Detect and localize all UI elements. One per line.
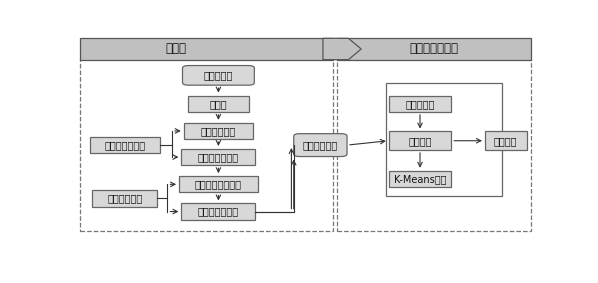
Bar xyxy=(179,176,258,192)
Text: 确定主成分个数: 确定主成分个数 xyxy=(198,152,239,162)
Text: 确定主成分基数: 确定主成分基数 xyxy=(198,207,239,216)
Bar xyxy=(80,38,333,60)
Bar xyxy=(184,123,253,139)
Text: 特征提取: 特征提取 xyxy=(408,136,432,146)
Bar xyxy=(80,59,333,231)
Text: 平衡方差与稀疏度: 平衡方差与稀疏度 xyxy=(195,179,242,189)
Text: K-Means聚类: K-Means聚类 xyxy=(393,174,446,184)
Bar xyxy=(92,190,157,207)
FancyBboxPatch shape xyxy=(294,134,347,156)
Bar xyxy=(181,149,255,165)
Text: 局部迭代搜索: 局部迭代搜索 xyxy=(107,194,142,203)
Bar xyxy=(389,171,451,187)
Text: 确定调优参数: 确定调优参数 xyxy=(303,140,338,150)
FancyBboxPatch shape xyxy=(182,66,254,85)
Text: 截断幂方法: 截断幂方法 xyxy=(405,99,435,109)
Bar xyxy=(181,203,255,220)
Text: 预处理: 预处理 xyxy=(166,42,187,55)
Bar xyxy=(90,137,160,153)
Bar xyxy=(337,59,531,231)
Bar xyxy=(386,83,502,196)
Bar xyxy=(485,132,527,150)
Text: 主成分分析方法: 主成分分析方法 xyxy=(104,140,145,150)
Polygon shape xyxy=(323,38,361,60)
Bar xyxy=(389,96,451,112)
Text: 累积方差计算: 累积方差计算 xyxy=(201,126,236,136)
Bar xyxy=(389,132,451,150)
Text: 基因数据集: 基因数据集 xyxy=(204,70,233,80)
Text: 聚类精度: 聚类精度 xyxy=(494,136,517,146)
Text: 归一化: 归一化 xyxy=(210,99,227,109)
Text: 基因选择与分析: 基因选择与分析 xyxy=(410,42,459,55)
Bar xyxy=(188,96,249,112)
Bar xyxy=(337,38,531,60)
